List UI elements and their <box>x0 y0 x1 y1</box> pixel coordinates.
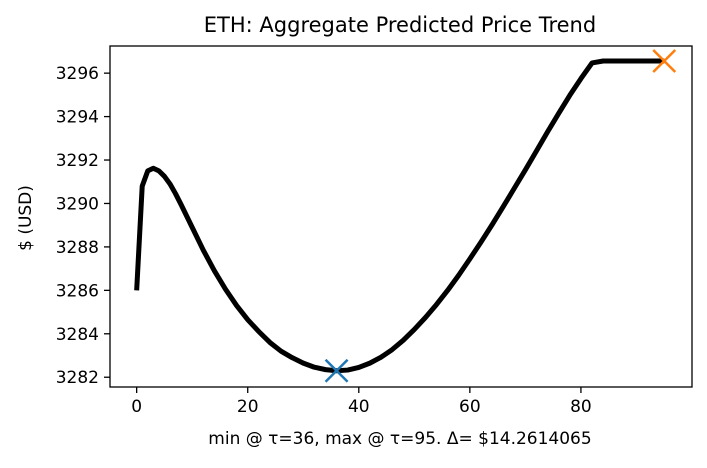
y-axis-label: $ (USD) <box>16 185 36 251</box>
min-marker-stroke-b <box>324 358 349 383</box>
x-tick-label: 40 <box>348 397 370 417</box>
max-marker <box>652 49 677 73</box>
y-tick-label: 3290 <box>56 194 99 214</box>
y-tick-label: 3284 <box>56 325 99 345</box>
x-tick-label: 60 <box>459 397 481 417</box>
y-tick-label: 3294 <box>56 108 99 128</box>
plot-frame <box>109 45 693 388</box>
x-tick-label: 20 <box>237 397 259 417</box>
axes: 0 20 40 60 80 3282 3284 3286 3288 3290 3292 3294 329… <box>56 45 693 417</box>
x-tick-label: 80 <box>570 397 592 417</box>
x-tick-label: 0 <box>131 397 142 417</box>
chart-title: ETH: Aggregate Predicted Price Trend <box>204 13 596 37</box>
y-tick-label: 3282 <box>56 368 99 388</box>
y-tick-label: 3296 <box>56 64 99 84</box>
min-marker <box>324 358 349 383</box>
y-tick-label: 3292 <box>56 151 99 171</box>
y-tick-label: 3288 <box>56 238 99 258</box>
x-axis-label: min @ τ=36, max @ τ=95. Δ= $14.2614065 <box>208 429 591 449</box>
y-tick-label: 3286 <box>56 281 99 301</box>
max-marker-stroke-b <box>652 49 677 73</box>
series-line-0 <box>134 58 665 374</box>
plot-area <box>134 49 677 383</box>
